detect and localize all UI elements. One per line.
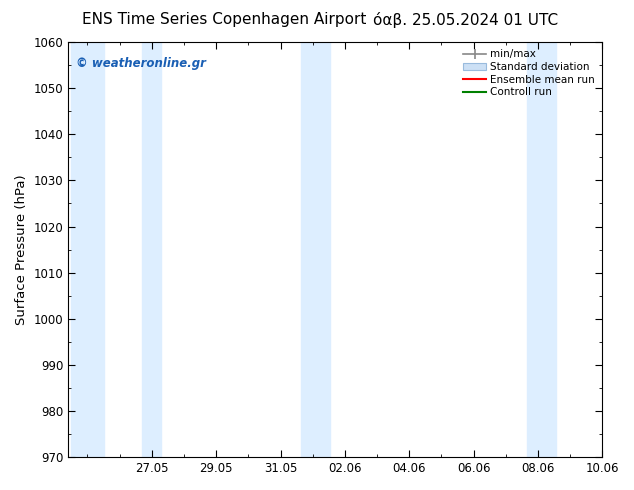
Text: © weatheronline.gr: © weatheronline.gr bbox=[76, 56, 206, 70]
Bar bbox=[301, 42, 330, 457]
Bar bbox=[527, 42, 555, 457]
Text: όαβ. 25.05.2024 01 UTC: όαβ. 25.05.2024 01 UTC bbox=[373, 12, 558, 28]
Text: ENS Time Series Copenhagen Airport: ENS Time Series Copenhagen Airport bbox=[82, 12, 367, 27]
Bar bbox=[142, 42, 162, 457]
Bar bbox=[72, 42, 103, 457]
Y-axis label: Surface Pressure (hPa): Surface Pressure (hPa) bbox=[15, 174, 28, 325]
Legend: min/max, Standard deviation, Ensemble mean run, Controll run: min/max, Standard deviation, Ensemble me… bbox=[461, 47, 597, 99]
